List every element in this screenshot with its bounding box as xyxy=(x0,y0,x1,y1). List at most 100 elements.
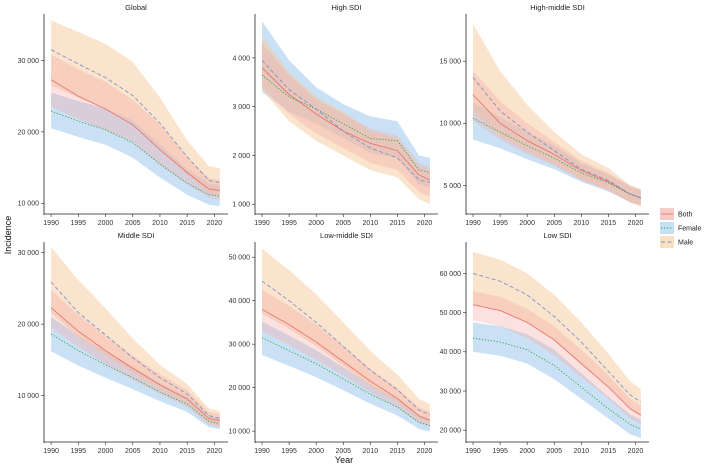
x-tick-label-high-middle-sdi: 1995 xyxy=(492,220,508,227)
ci-band-male-low-middle-sdi xyxy=(262,248,430,424)
series-line-male-middle-sdi xyxy=(50,281,220,419)
ci-band-female-low-middle-sdi xyxy=(262,321,430,432)
ci-band-both-low-sdi xyxy=(473,291,641,425)
y-tick-label-global: 30 000 xyxy=(18,58,40,65)
panel-title-low-sdi: Low SDI xyxy=(543,231,571,240)
legend-label-female: Female xyxy=(678,226,701,233)
legend-key-male xyxy=(660,236,674,248)
panel-title-middle-sdi: Middle SDI xyxy=(118,231,155,240)
x-tick-label-high-sdi: 2015 xyxy=(390,220,406,227)
ci-band-male-global xyxy=(51,20,220,196)
x-tick-label-global: 2020 xyxy=(207,220,223,227)
x-tick-label-global: 2005 xyxy=(125,220,141,227)
x-tick-label-low-sdi: 2020 xyxy=(628,448,644,455)
legend-item-female: Female xyxy=(660,222,701,234)
x-tick-label-middle-sdi: 2000 xyxy=(98,448,114,455)
series-line-female-middle-sdi xyxy=(50,333,220,424)
x-tick-label-low-sdi: 2010 xyxy=(574,448,590,455)
y-tick-label-low-sdi: 50 000 xyxy=(440,310,462,317)
y-tick-label-low-sdi: 60 000 xyxy=(440,271,462,278)
ci-band-female-low-sdi xyxy=(473,322,641,439)
x-tick-label-high-middle-sdi: 2015 xyxy=(601,220,617,227)
x-tick-label-high-middle-sdi: 2020 xyxy=(628,220,644,227)
y-tick-label-high-sdi: 4 000 xyxy=(232,55,250,62)
y-axis-title: Incidence xyxy=(3,216,13,255)
y-tick-label-global: 20 000 xyxy=(18,129,40,136)
x-tick-label-global: 2010 xyxy=(152,220,168,227)
y-tick-label-high-middle-sdi: 10 000 xyxy=(440,121,462,128)
y-tick-label-low-middle-sdi: 50 000 xyxy=(229,255,251,262)
y-tick-label-high-middle-sdi: 15 000 xyxy=(440,59,462,66)
ci-band-both-high-middle-sdi xyxy=(473,71,641,206)
y-tick-label-low-middle-sdi: 40 000 xyxy=(229,298,251,305)
y-tick-label-low-sdi: 40 000 xyxy=(440,349,462,356)
x-tick-label-low-sdi: 1995 xyxy=(492,448,508,455)
series-line-both-low-sdi xyxy=(472,304,642,416)
x-tick-label-middle-sdi: 2005 xyxy=(125,448,141,455)
x-tick-label-high-middle-sdi: 2010 xyxy=(574,220,590,227)
x-tick-label-high-sdi: 2020 xyxy=(417,220,433,227)
panel-low-sdi: Low SDI 20 000 30 000 40 000 50 000 60 000 199… xyxy=(440,231,649,455)
y-tick-label-middle-sdi: 10 000 xyxy=(18,393,40,400)
y-tick-label-low-sdi: 30 000 xyxy=(440,388,462,395)
x-tick-label-middle-sdi: 2015 xyxy=(179,448,195,455)
x-tick-label-low-sdi: 2015 xyxy=(601,448,617,455)
y-tick-label-global: 10 000 xyxy=(18,201,40,208)
series-line-male-low-middle-sdi xyxy=(261,280,431,416)
panel-title-low-middle-sdi: Low-middle SDI xyxy=(320,231,373,240)
y-tick-label-low-middle-sdi: 20 000 xyxy=(229,385,251,392)
panel-title-global: Global xyxy=(125,3,147,12)
ci-band-male-high-middle-sdi xyxy=(473,23,641,207)
x-tick-label-global: 2015 xyxy=(179,220,195,227)
y-tick-label-middle-sdi: 20 000 xyxy=(18,322,40,329)
y-tick-label-low-sdi: 20 000 xyxy=(440,428,462,435)
legend-label-male: Male xyxy=(678,240,693,247)
y-tick-label-high-middle-sdi: 5 000 xyxy=(443,183,461,190)
series-line-male-low-sdi xyxy=(472,272,642,403)
panel-high-sdi: High SDI 1 000 2 000 3 000 4 000 1990 1995 2000… xyxy=(232,3,438,227)
legend-item-both: Both xyxy=(660,208,693,220)
series-line-female-high-middle-sdi xyxy=(472,117,642,199)
x-tick-label-high-sdi: 2010 xyxy=(363,220,379,227)
x-tick-label-low-middle-sdi: 2010 xyxy=(363,448,379,455)
panel-global: Global 10 000 20 000 30 000 1990 1995 2000 2005… xyxy=(18,3,228,227)
x-axis-title: Year xyxy=(335,455,353,465)
ci-band-male-high-sdi xyxy=(262,36,430,205)
x-tick-label-global: 1990 xyxy=(43,220,59,227)
x-tick-label-high-sdi: 1995 xyxy=(281,220,297,227)
ci-band-male-low-sdi xyxy=(473,251,641,416)
x-tick-label-high-middle-sdi: 2005 xyxy=(546,220,562,227)
panel-middle-sdi: Middle SDI 10 000 20 000 30 000 1990 1995 2000… xyxy=(18,231,228,455)
x-tick-label-global: 2000 xyxy=(98,220,114,227)
x-tick-label-low-middle-sdi: 2020 xyxy=(417,448,433,455)
series-line-female-high-sdi xyxy=(261,74,430,173)
y-tick-label-middle-sdi: 30 000 xyxy=(18,250,40,257)
series-line-male-high-middle-sdi xyxy=(472,77,642,199)
legend-label-both: Both xyxy=(678,212,693,219)
y-tick-label-low-middle-sdi: 10 000 xyxy=(229,429,251,436)
x-tick-label-middle-sdi: 1995 xyxy=(71,448,87,455)
x-tick-label-high-sdi: 2005 xyxy=(335,220,351,227)
series-line-male-global xyxy=(50,49,220,184)
series-line-male-high-sdi xyxy=(261,59,430,183)
x-tick-label-low-middle-sdi: 2000 xyxy=(308,448,324,455)
panel-high-middle-sdi: High-middle SDI 5 000 10 000 15 000 1990 1995… xyxy=(440,3,649,227)
panel-title-high-sdi: High SDI xyxy=(331,3,361,12)
x-tick-label-low-middle-sdi: 2005 xyxy=(335,448,351,455)
x-tick-label-global: 1995 xyxy=(71,220,87,227)
y-tick-label-low-middle-sdi: 30 000 xyxy=(229,342,251,349)
y-tick-label-high-sdi: 1 000 xyxy=(232,202,250,209)
x-tick-label-high-middle-sdi: 1990 xyxy=(465,220,481,227)
x-tick-label-high-sdi: 2000 xyxy=(308,220,324,227)
series-line-both-low-middle-sdi xyxy=(261,309,431,421)
x-tick-label-low-sdi: 2005 xyxy=(546,448,562,455)
x-tick-label-middle-sdi: 2020 xyxy=(207,448,223,455)
series-line-both-middle-sdi xyxy=(50,307,220,422)
ci-band-male-middle-sdi xyxy=(51,247,220,426)
x-tick-label-low-middle-sdi: 2015 xyxy=(390,448,406,455)
ci-band-both-high-sdi xyxy=(262,43,430,197)
series-line-both-high-middle-sdi xyxy=(472,94,642,199)
y-tick-label-high-sdi: 3 000 xyxy=(232,104,250,111)
ci-band-both-middle-sdi xyxy=(51,289,220,427)
